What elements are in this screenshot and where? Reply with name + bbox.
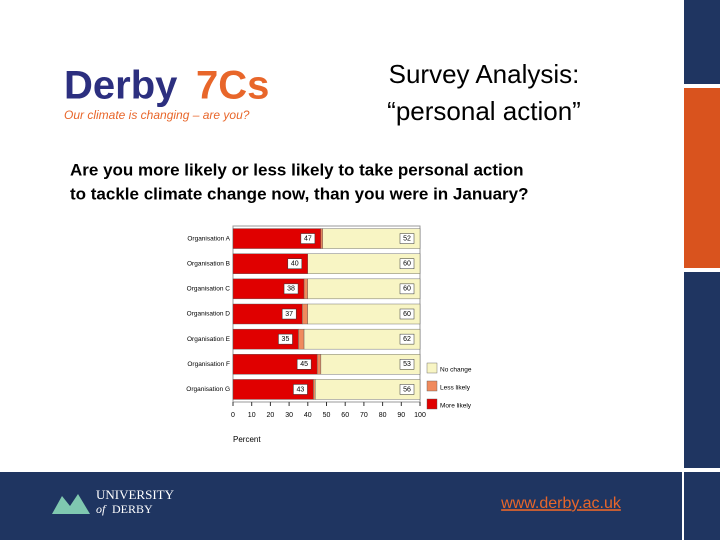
legend-swatch [426,380,438,392]
x-tick-label: 60 [341,412,349,419]
logo-number: 7Cs [196,64,269,108]
value-label-box [399,308,415,320]
value-label: 52 [403,235,411,242]
bar-segment [307,253,421,274]
x-tick-label: 10 [248,412,256,419]
y-tick-label: Organisation E [187,336,231,343]
side-strip [684,0,720,84]
value-label-box [399,233,415,244]
value-label: 60 [403,286,411,293]
value-label: 38 [287,286,295,293]
logo-icon [52,494,90,514]
bar-segment [320,228,323,249]
bar-segment [307,303,421,325]
x-tick-label: 50 [323,412,331,419]
legend-label: More likely [440,403,472,410]
university-name: DERBY [112,502,153,516]
x-tick-label: 30 [285,412,293,419]
side-strip [684,88,720,268]
logo-tagline: Our climate is changing – are you? [64,108,250,122]
value-label-box [399,384,415,395]
value-label-box [399,283,415,295]
value-label-box [399,359,415,370]
x-tick-label: 40 [304,412,312,419]
y-tick-label: Organisation F [187,361,230,368]
value-label-box [399,258,415,269]
y-tick-label: Organisation B [187,260,230,267]
value-label: 56 [403,386,411,393]
value-label: 60 [403,311,411,318]
y-tick-label: Organisation C [187,286,231,293]
value-label: 62 [403,336,411,343]
chart: 0 10 20 30 40 50 60 70 80 90 100 Percent Organisatio… [186,225,472,444]
x-tick-label: 20 [267,412,275,419]
slide-title: Survey Analysis: [389,59,580,89]
value-label-box [300,233,316,244]
x-tick-label: 70 [360,412,368,419]
value-label-box [293,384,308,395]
value-label-box [399,333,415,345]
value-label: 35 [282,336,290,343]
slide-title: “personal action” [387,96,581,126]
value-label: 45 [300,361,308,368]
y-tick-label: Organisation A [187,235,230,242]
y-tick-label: Organisation G [186,386,230,393]
legend-label: No change [440,367,472,374]
value-label-box [296,359,312,370]
value-label-box [287,258,303,269]
x-tick-label: 90 [397,412,405,419]
value-label-box [281,308,297,320]
bar-segment [322,228,421,249]
footer-band [0,472,720,540]
value-label: 53 [403,361,411,368]
x-tick-label: 0 [231,412,235,419]
x-axis-label: Percent [233,435,261,444]
legend-swatch [426,362,438,374]
value-label-box [278,333,293,345]
x-tick-label: 80 [379,412,387,419]
university-of: of [96,502,107,516]
bar-segment [303,328,421,350]
bar-segment [313,379,316,400]
logo-name: Derby [64,64,178,108]
legend-swatch [426,398,438,410]
bar-segment [316,354,322,375]
bar-segment [298,328,305,350]
value-label: 43 [297,386,305,393]
value-label: 60 [403,261,411,268]
university-logo: UNIVERSITY of DERBY [52,487,175,516]
value-label: 47 [304,235,312,242]
university-name: UNIVERSITY [96,487,175,502]
bar-segment [315,379,421,400]
x-tick-label: 100 [414,412,426,419]
legend-label: Less likely [440,385,471,392]
value-label: 40 [291,261,299,268]
value-label: 37 [285,311,293,318]
question: to tackle climate change now, than you w… [70,184,529,203]
side-strip [684,272,720,468]
value-label-box [283,283,299,295]
bar-segment [320,354,421,375]
website-link[interactable]: www.derby.ac.uk [500,495,622,512]
footer-divider [682,472,684,540]
y-tick-label: Organisation D [187,311,231,318]
question: Are you more likely or less likely to ta… [70,160,524,179]
bar-segment [307,278,421,300]
bar-segment [303,278,308,300]
bar-segment [301,303,309,325]
